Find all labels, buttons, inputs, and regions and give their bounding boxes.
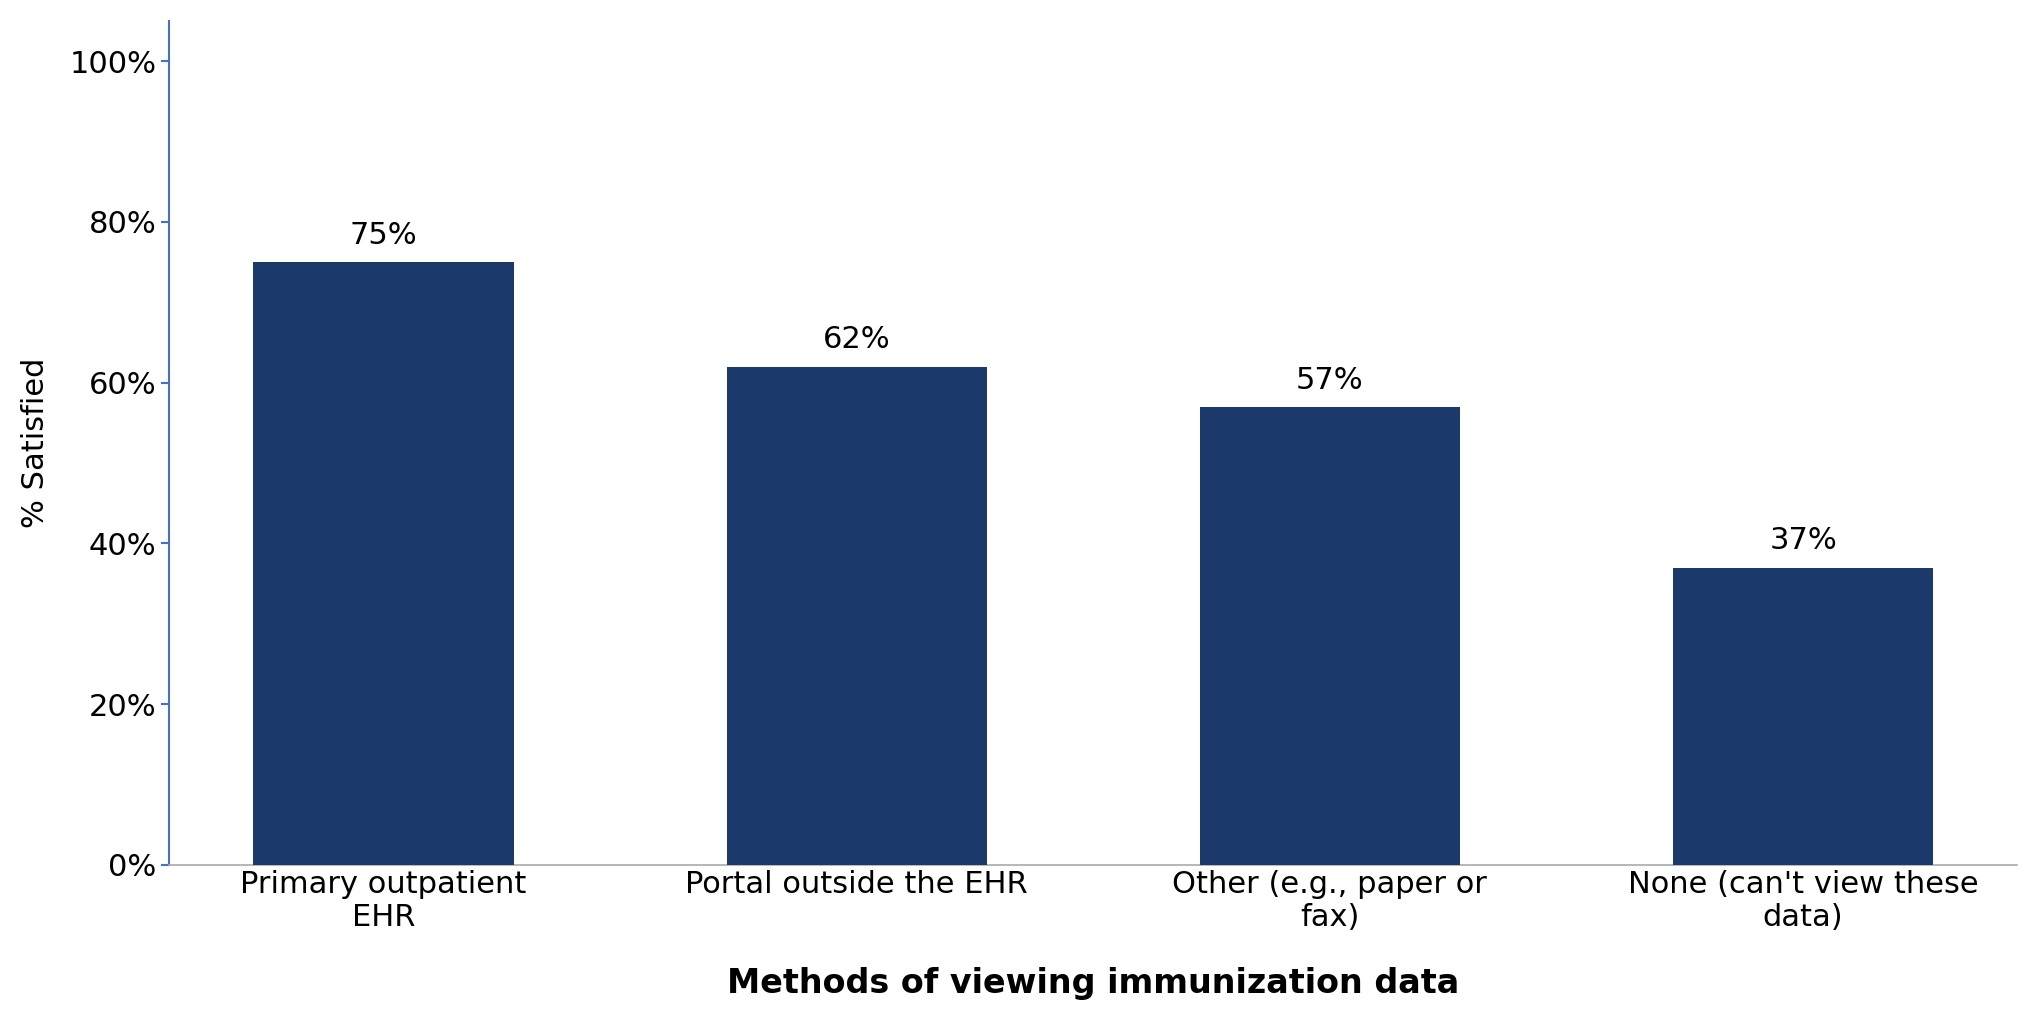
Text: 57%: 57% [1296,366,1363,395]
Bar [1200,406,1459,865]
Bar [253,262,514,865]
Text: 62%: 62% [823,326,891,354]
Bar [728,367,986,865]
Text: 37%: 37% [1769,527,1836,555]
Text: 75%: 75% [351,221,418,250]
Bar [1673,568,1934,865]
Y-axis label: % Satisfied: % Satisfied [20,357,49,528]
X-axis label: Methods of viewing immunization data: Methods of viewing immunization data [728,967,1459,1001]
